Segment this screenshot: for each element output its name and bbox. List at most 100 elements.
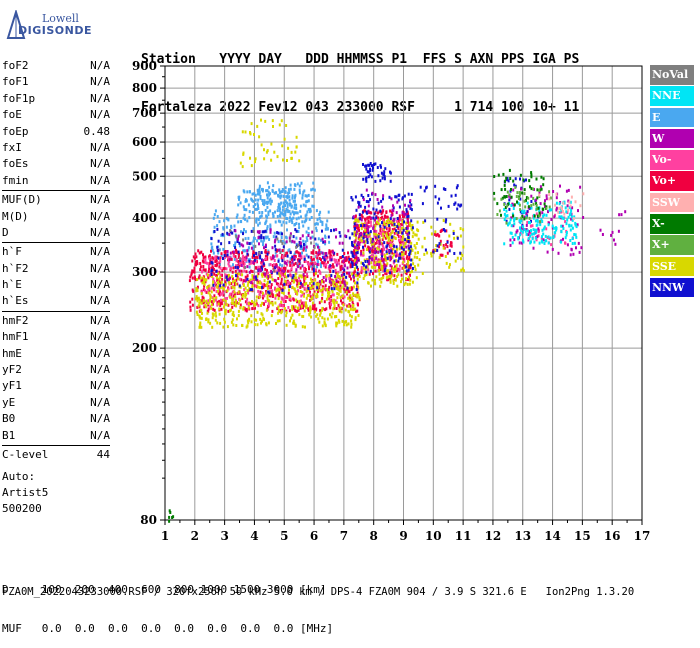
echo-point-w bbox=[542, 238, 545, 242]
param-name: h`F bbox=[2, 245, 22, 259]
echo-point-sse bbox=[397, 273, 400, 277]
echo-point-noval bbox=[254, 244, 257, 248]
echo-point-w bbox=[353, 240, 356, 244]
echo-point-sse bbox=[339, 276, 342, 280]
echo-point-sse bbox=[269, 301, 272, 305]
footer-table: D 100 200 400 600 800 1000 1500 3000 [km… bbox=[2, 557, 333, 648]
echo-point-ssw bbox=[562, 201, 565, 205]
echo-point-vo- bbox=[540, 236, 543, 240]
echo-point-e bbox=[324, 242, 327, 246]
param-value: N/A bbox=[90, 245, 110, 259]
echo-point-vo- bbox=[284, 254, 287, 258]
echo-point-nnw bbox=[365, 167, 368, 171]
echo-point-vo- bbox=[340, 264, 343, 268]
echo-point-vo- bbox=[292, 306, 295, 310]
echo-point-sse bbox=[235, 282, 238, 286]
echo-point-vo- bbox=[386, 241, 389, 245]
echo-point-w bbox=[301, 264, 304, 268]
echo-point-sse bbox=[460, 257, 462, 261]
echo-point-sse bbox=[226, 303, 229, 307]
echo-point-vo- bbox=[338, 306, 341, 310]
echo-point-sse bbox=[263, 157, 266, 161]
echo-point-w bbox=[393, 218, 396, 221]
echo-point-e bbox=[268, 238, 271, 241]
echo-point-e bbox=[252, 244, 255, 248]
echo-point-nnw bbox=[438, 197, 441, 201]
echo-point-nnw bbox=[438, 242, 441, 246]
echo-point-vo- bbox=[257, 304, 260, 308]
echo-point-nnw bbox=[345, 275, 348, 279]
echo-point-sse bbox=[266, 283, 269, 286]
echo-point-vo- bbox=[397, 234, 400, 238]
echo-point-vo- bbox=[327, 288, 330, 291]
echo-point-sse bbox=[411, 224, 414, 227]
echo-point-vo- bbox=[204, 268, 207, 272]
echo-point-nnw bbox=[253, 254, 255, 258]
echo-point-sse bbox=[357, 293, 360, 297]
echo-point-w bbox=[278, 248, 281, 252]
echo-point-vo- bbox=[340, 256, 343, 260]
echo-point-nne bbox=[532, 216, 535, 220]
echo-point-vo- bbox=[389, 277, 391, 281]
echo-point-e bbox=[327, 210, 330, 214]
echo-point-w bbox=[382, 260, 385, 264]
echo-point-sse bbox=[380, 280, 383, 284]
echo-point-sse bbox=[241, 273, 244, 277]
echo-point-w bbox=[599, 228, 602, 232]
echo-point-nnw bbox=[299, 281, 302, 285]
y-tick-label: 400 bbox=[132, 211, 157, 225]
echo-point-vo- bbox=[535, 238, 538, 242]
echo-point-vo- bbox=[196, 260, 199, 263]
y-tick-label: 80 bbox=[140, 513, 157, 527]
echo-point-nnw bbox=[407, 240, 410, 243]
echo-point-vo- bbox=[194, 263, 197, 267]
echo-point-nnw bbox=[277, 231, 280, 235]
echo-point-noval bbox=[276, 237, 279, 241]
y-tick-label: 700 bbox=[132, 106, 157, 120]
echo-point-vo- bbox=[311, 307, 314, 311]
echo-point-vo- bbox=[398, 264, 401, 268]
echo-point-e bbox=[309, 258, 312, 262]
echo-point-nnw bbox=[383, 241, 386, 245]
echo-point-vo- bbox=[294, 255, 297, 258]
echo-point-nnw bbox=[212, 283, 215, 287]
echo-point-sse bbox=[345, 323, 348, 327]
echo-point-sse bbox=[345, 281, 348, 285]
echo-point-vo- bbox=[283, 274, 286, 278]
echo-point-x- bbox=[510, 188, 512, 191]
echo-point-nnw bbox=[407, 236, 410, 239]
echo-point-vo- bbox=[360, 266, 363, 270]
echo-point-nnw bbox=[341, 255, 344, 258]
echo-point-nnw bbox=[365, 200, 368, 203]
echo-point-e bbox=[256, 192, 259, 196]
echo-point-sse bbox=[384, 223, 387, 227]
echo-point-vo- bbox=[329, 302, 332, 306]
echo-point-sse bbox=[312, 285, 315, 289]
echo-point-e bbox=[266, 189, 269, 193]
echo-point-w bbox=[229, 251, 232, 255]
echo-point-sse bbox=[355, 293, 358, 297]
echo-point-e bbox=[311, 187, 314, 191]
echo-point-sse bbox=[430, 251, 433, 255]
echo-point-w bbox=[405, 245, 408, 249]
legend-entry-vo-: Vo- bbox=[650, 150, 694, 170]
echo-point-e bbox=[236, 213, 239, 217]
echo-point-sse bbox=[310, 297, 313, 301]
echo-point-vo- bbox=[381, 244, 384, 248]
echo-point-sse bbox=[392, 282, 395, 285]
echo-point-sse bbox=[352, 292, 355, 296]
echo-point-e bbox=[316, 243, 319, 247]
echo-point-vo- bbox=[357, 272, 360, 276]
echo-point-e bbox=[248, 265, 251, 269]
echo-point-sse bbox=[253, 323, 256, 327]
echo-point-x- bbox=[503, 195, 506, 199]
echo-point-sse bbox=[274, 301, 277, 305]
echo-point-sse bbox=[423, 236, 426, 240]
echo-point-vo- bbox=[191, 276, 194, 280]
echo-point-vo- bbox=[312, 304, 315, 307]
echo-point-sse bbox=[250, 122, 253, 126]
echo-point-vo- bbox=[369, 220, 372, 224]
echo-point-sse bbox=[256, 274, 259, 278]
param-row: h`E N/A bbox=[2, 277, 110, 293]
echo-point-w bbox=[390, 197, 393, 201]
